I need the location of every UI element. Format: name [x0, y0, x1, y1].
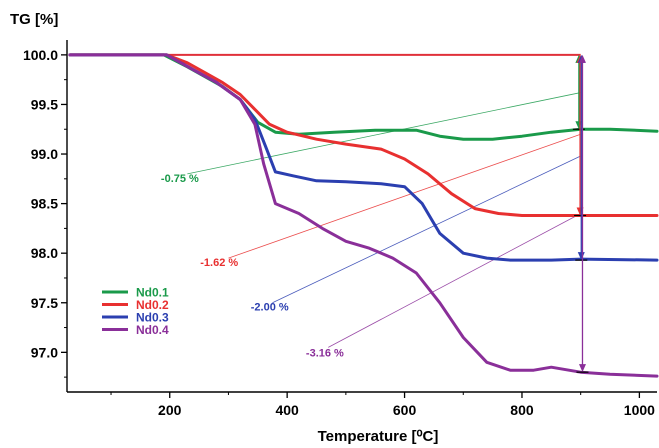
- arrow-markers: [572, 54, 589, 373]
- series-line-nd02: [68, 53, 659, 217]
- series-line-nd04: [68, 53, 659, 378]
- series-line-nd03: [68, 53, 659, 262]
- y-tick-label: 99.5: [31, 96, 58, 112]
- annotation-leader-line: [272, 155, 581, 304]
- annotation-lines: [187, 92, 581, 348]
- y-tick-label: 98.5: [31, 196, 58, 212]
- annotation-label: -3.16 %: [306, 347, 344, 359]
- y-axis-title: TG [%]: [10, 11, 58, 28]
- annotation-label: -0.75 %: [161, 173, 199, 185]
- arrow-head-top: [578, 54, 586, 63]
- x-axis-title: Temperature [⁰C]: [318, 428, 439, 445]
- legend-label: Nd0.3: [136, 311, 169, 325]
- legend-label: Nd0.1: [136, 286, 169, 300]
- y-tick-label: 99.0: [31, 146, 58, 162]
- x-tick-label: 1000: [624, 402, 655, 418]
- y-tick-label: 97.0: [31, 344, 58, 360]
- axes: 97.0 97.5 98.0 98.5 99.0 99.5 100.0 200 400 600 80…: [23, 40, 657, 418]
- y-tick-label: 97.5: [31, 295, 58, 311]
- x-tick-label: 200: [158, 402, 182, 418]
- series-group: [68, 53, 659, 378]
- annotation-leader-line: [187, 92, 581, 175]
- annotation-leader-line: [328, 213, 581, 348]
- series-line-nd01: [68, 53, 659, 141]
- x-tick-label: 800: [510, 402, 534, 418]
- legend-label: Nd0.4: [136, 323, 169, 337]
- legend-label: Nd0.2: [136, 298, 169, 312]
- x-tick-label: 400: [275, 402, 299, 418]
- annotation-label: -2.00 %: [251, 302, 289, 314]
- annotation-labels: -0.75 % -1.62 % -2.00 % -3.16 %: [161, 173, 344, 360]
- arrow-head-bottom: [578, 364, 586, 373]
- y-tick-label: 98.0: [31, 245, 58, 261]
- x-tick-label: 600: [393, 402, 417, 418]
- annotation-leader-line: [228, 133, 581, 259]
- y-tick-label: 100.0: [23, 47, 58, 63]
- annotation-label: -1.62 %: [200, 257, 238, 269]
